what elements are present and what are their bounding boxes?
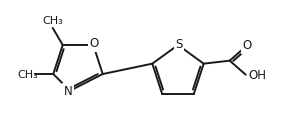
Text: O: O	[242, 39, 251, 52]
Text: N: N	[63, 85, 72, 98]
Text: CH₃: CH₃	[42, 16, 63, 26]
Text: O: O	[90, 37, 99, 50]
Text: CH₃: CH₃	[17, 70, 38, 80]
Text: S: S	[175, 37, 183, 51]
Text: OH: OH	[249, 69, 267, 82]
